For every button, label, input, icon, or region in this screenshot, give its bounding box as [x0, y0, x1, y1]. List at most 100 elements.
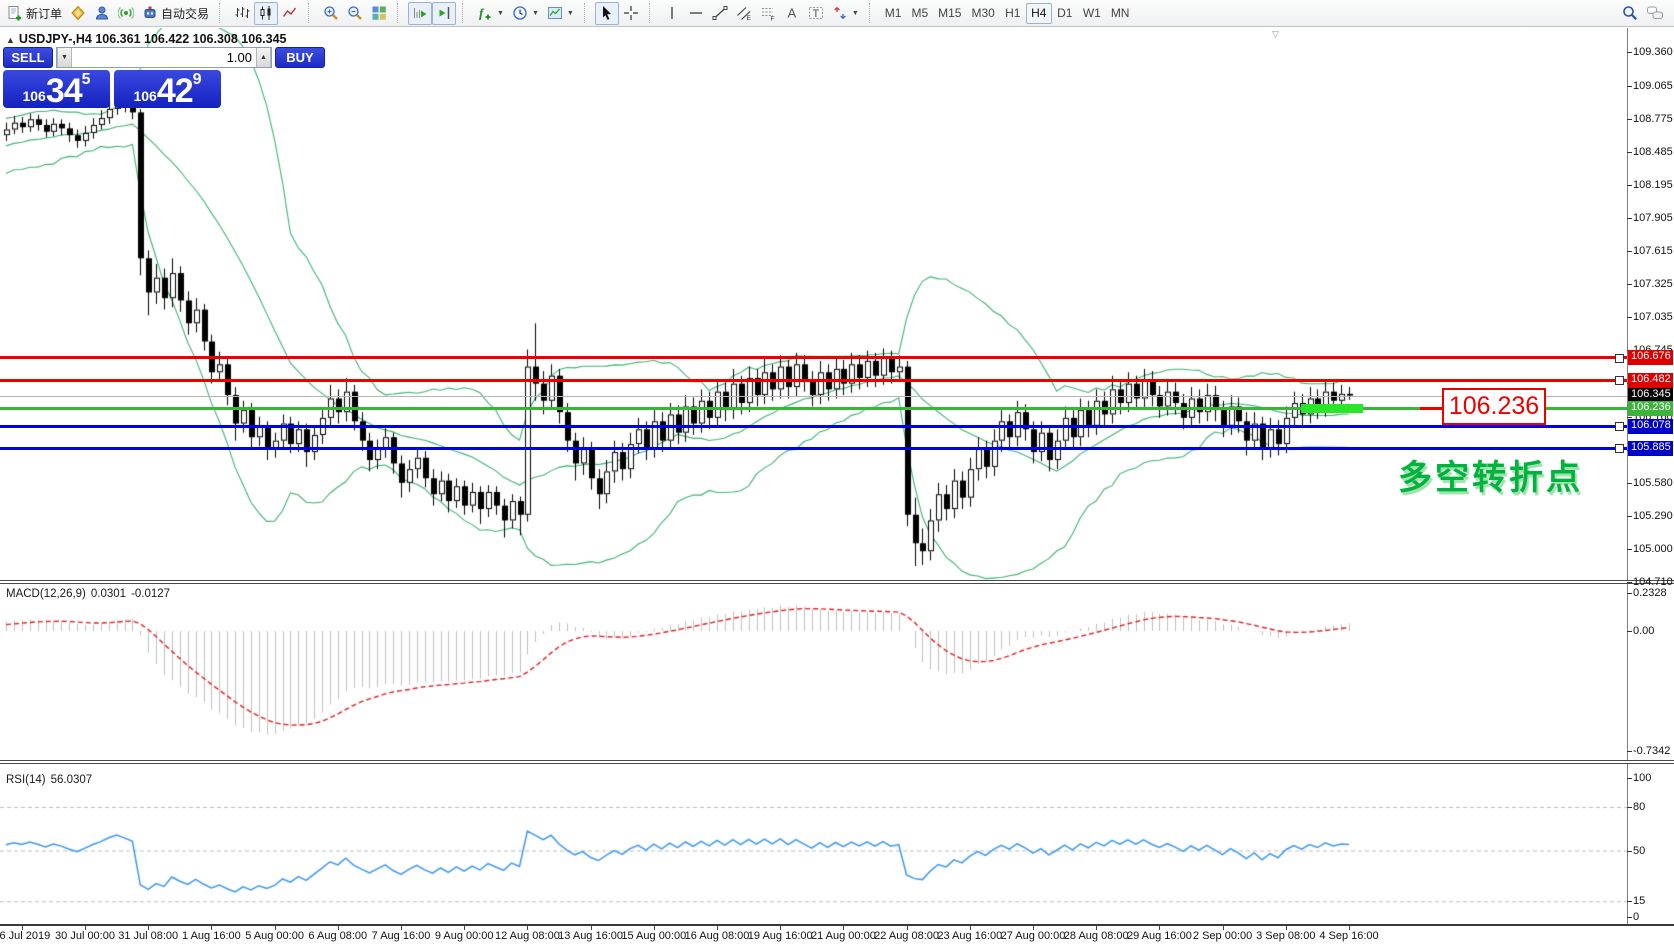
template-icon	[547, 7, 562, 19]
trendline-button[interactable]	[708, 2, 732, 25]
line-handle[interactable]	[1615, 376, 1624, 386]
volume-increase-button[interactable]: ▲	[256, 48, 271, 67]
new-order-button[interactable]: 新订单	[3, 2, 66, 25]
hline-106.236[interactable]	[0, 406, 1627, 410]
indicators-button[interactable]: f ▼	[473, 2, 508, 25]
time-tick-mark	[21, 926, 23, 930]
timeframe-button-M5[interactable]: M5	[906, 3, 933, 24]
hline-106.482[interactable]	[0, 378, 1627, 382]
sell-price-tile[interactable]: 106 34 5	[3, 70, 110, 108]
horizontal-line-icon	[689, 12, 702, 14]
text-label-button[interactable]: T	[804, 2, 828, 25]
vertical-line-button[interactable]	[660, 2, 684, 25]
periods-button[interactable]: ▼	[508, 2, 543, 25]
dropdown-arrow-icon: ▼	[531, 9, 539, 17]
text-button[interactable]: A	[780, 2, 804, 25]
current-price-line	[0, 395, 1627, 397]
tile-windows-icon	[372, 6, 386, 20]
line-handle[interactable]	[1615, 422, 1624, 432]
horizontal-line-button[interactable]	[684, 2, 708, 25]
timeframe-button-MN[interactable]: MN	[1106, 3, 1135, 24]
volume-decrease-button[interactable]: ▼	[57, 48, 72, 67]
bar-chart-button[interactable]	[230, 2, 254, 25]
price-tick-mark	[1627, 317, 1632, 318]
sell-price-prefix: 106	[22, 88, 46, 104]
cursor-button[interactable]	[594, 1, 619, 25]
time-label: 23 Aug 16:00	[937, 930, 1003, 942]
price-tick-label: 105.580	[1633, 476, 1673, 489]
line-handle[interactable]	[1615, 353, 1624, 363]
panel-divider[interactable]	[0, 580, 1674, 584]
templates-button[interactable]: ▼	[543, 2, 578, 25]
price-tick-mark	[1627, 250, 1632, 252]
rsi-axis-label: 80	[1633, 801, 1646, 813]
buy-button[interactable]: BUY	[275, 47, 325, 68]
zoom-in-button[interactable]	[319, 2, 343, 25]
arrows-button[interactable]: ▼	[828, 2, 863, 25]
metaeditor-button[interactable]	[66, 2, 90, 25]
sell-button[interactable]: SELL	[3, 47, 53, 68]
one-click-trading-panel: SELL ▼ ▲ BUY 106 34 5 106 42 9	[3, 47, 325, 108]
time-label: 6 Aug 08:00	[308, 930, 368, 942]
timeframe-button-M15[interactable]: M15	[933, 3, 966, 24]
chart-title: ▲ USDJPY-,H4 106.361 106.422 106.308 106.…	[6, 32, 287, 46]
price-scale-border	[1627, 28, 1628, 924]
tile-windows-button[interactable]	[367, 2, 391, 25]
buy-price-tile[interactable]: 106 42 9	[114, 70, 221, 108]
macd-axis-label: -0.7342	[1633, 744, 1671, 757]
zoom-out-button[interactable]	[343, 2, 367, 25]
macd-canvas[interactable]	[0, 585, 1627, 760]
rsi-tick-mark	[1627, 807, 1632, 808]
hline-105.885[interactable]	[0, 446, 1627, 450]
price-label-box[interactable]: 106.236	[1442, 387, 1546, 425]
chart-shift-marker-icon[interactable]: ▽	[1272, 29, 1279, 39]
price-label-connector	[1420, 406, 1444, 410]
text-label-icon: T	[808, 7, 823, 20]
toolbar-separator	[868, 3, 876, 23]
price-tick-label: 107.325	[1633, 277, 1673, 290]
hline-106.078[interactable]	[0, 424, 1627, 428]
time-tick-mark	[843, 926, 845, 930]
price-tick-mark	[1627, 582, 1632, 583]
rsi-canvas[interactable]	[0, 766, 1627, 924]
panel-divider[interactable]	[0, 760, 1674, 764]
time-tick-mark	[148, 926, 150, 930]
search-icon	[1623, 6, 1637, 20]
turning-point-annotation[interactable]: 多空转折点	[1398, 459, 1583, 497]
auto-scroll-button[interactable]	[408, 1, 433, 25]
timeframe-button-D1[interactable]: D1	[1052, 3, 1078, 24]
timeframe-button-H1[interactable]: H1	[1000, 3, 1026, 24]
price-badge-106.078: 106.078	[1628, 418, 1673, 434]
time-tick-mark	[906, 926, 908, 930]
crosshair-button[interactable]	[619, 2, 643, 25]
equidistant-channel-button[interactable]: E	[732, 2, 756, 25]
turning-point-highlight[interactable]	[1301, 403, 1363, 413]
timeframe-button-H4[interactable]: H4	[1025, 2, 1052, 24]
volume-input[interactable]	[72, 48, 256, 67]
collapse-arrow-icon[interactable]: ▲	[6, 35, 15, 45]
profile-button[interactable]	[90, 2, 114, 25]
timeframe-button-W1[interactable]: W1	[1078, 3, 1106, 24]
macd-axis-label: 0.00	[1633, 625, 1655, 637]
signals-button[interactable]	[114, 2, 138, 25]
chat-button[interactable]	[1642, 2, 1668, 25]
fibonacci-button[interactable]: F	[756, 2, 780, 25]
candlestick-chart-button[interactable]	[254, 1, 279, 25]
line-handle[interactable]	[1615, 444, 1624, 454]
time-tick-mark	[780, 926, 782, 930]
price-badge-106.676: 106.676	[1628, 350, 1673, 366]
price-tick-label: 108.775	[1633, 112, 1673, 125]
autotrading-button[interactable]: 自动交易	[138, 2, 213, 25]
time-tick-mark	[1159, 926, 1161, 930]
search-button[interactable]	[1618, 2, 1642, 25]
price-tick-label: 107.035	[1633, 311, 1673, 323]
line-chart-button[interactable]	[278, 2, 302, 25]
main-chart-canvas[interactable]	[0, 28, 1627, 580]
time-label: 12 Aug 08:00	[494, 930, 560, 942]
text-a-icon: A	[787, 6, 796, 21]
hline-106.676[interactable]	[0, 356, 1627, 360]
timeframe-button-M30[interactable]: M30	[966, 3, 999, 24]
timeframe-button-M1[interactable]: M1	[880, 3, 907, 24]
chart-shift-icon	[439, 7, 450, 19]
chart-shift-button[interactable]	[432, 1, 457, 25]
